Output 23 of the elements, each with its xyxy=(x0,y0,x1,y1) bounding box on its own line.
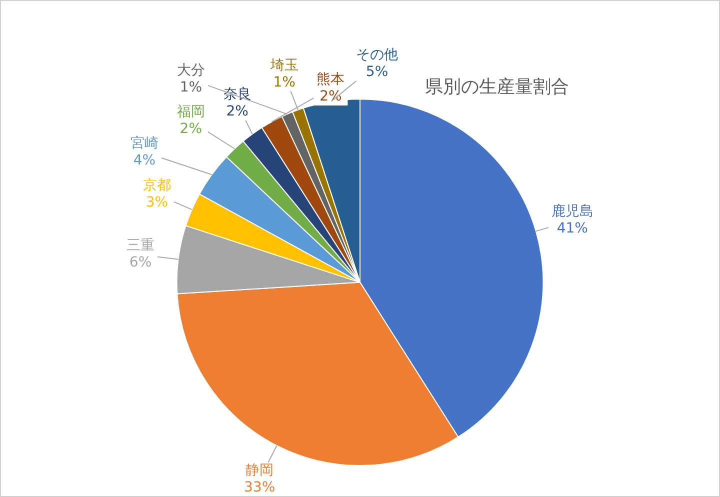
data-label: 2% xyxy=(226,103,248,120)
slice-label: 静岡 xyxy=(246,462,274,479)
slice-label: 奈良 xyxy=(223,86,252,102)
data-label: 2% xyxy=(320,88,342,105)
slice-label: 宮崎 xyxy=(130,135,158,152)
slice-label: 鹿児島 xyxy=(551,204,594,220)
slice-label: 埼玉 xyxy=(269,57,298,74)
slice-label: その他 xyxy=(356,46,398,63)
data-label: 6% xyxy=(129,254,152,271)
data-label: 2% xyxy=(180,121,202,138)
slice-label: 京都 xyxy=(142,178,171,194)
slice-label: 三重 xyxy=(126,238,155,254)
data-label: 5% xyxy=(366,64,388,80)
data-label: 1% xyxy=(273,74,296,90)
data-label: 33% xyxy=(244,480,276,496)
slice-label: 大分 xyxy=(176,62,205,78)
data-label: 1% xyxy=(180,79,202,96)
text: 県別の生産量割合 xyxy=(425,76,569,98)
data-label: 41% xyxy=(556,220,588,237)
data-label: 3% xyxy=(146,194,168,211)
data-label: 4% xyxy=(133,152,156,168)
slice-label: 熊本 xyxy=(316,72,345,88)
slice-label: 福岡 xyxy=(176,104,205,120)
